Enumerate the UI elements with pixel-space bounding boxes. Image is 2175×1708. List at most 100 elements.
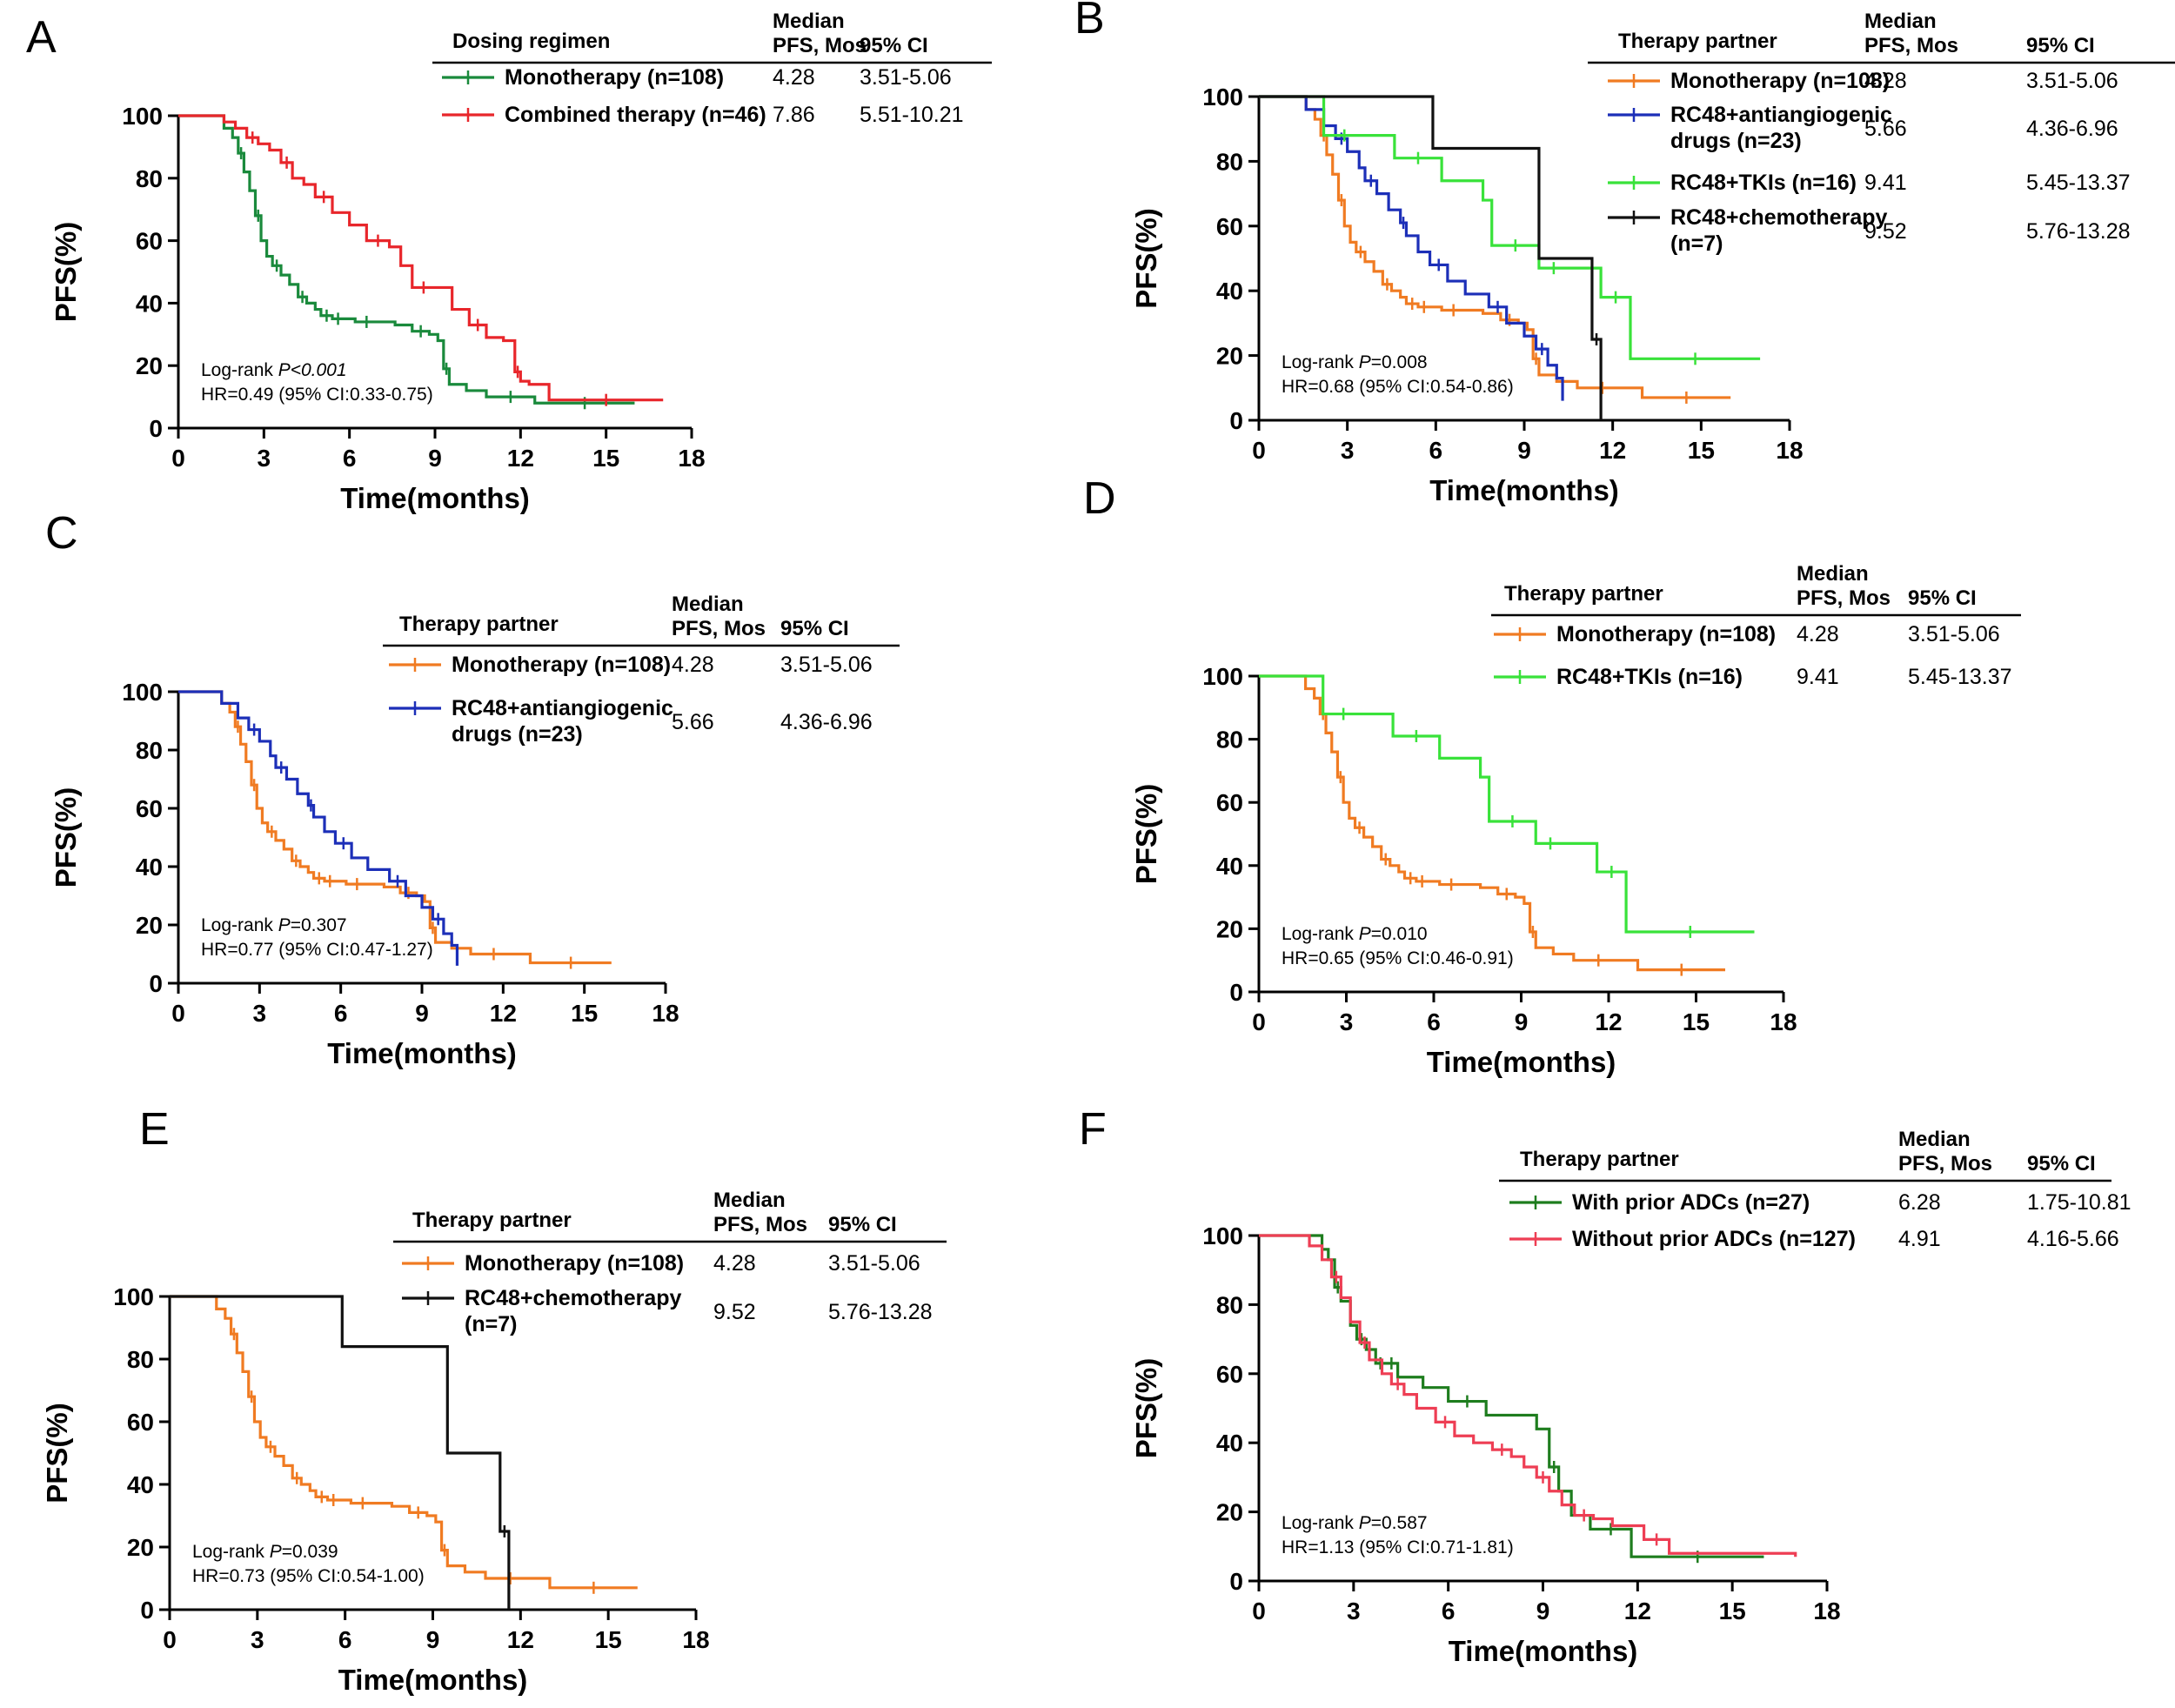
legend-col-ci: 95% CI bbox=[780, 617, 849, 640]
x-tick-label: 6 bbox=[1427, 1008, 1441, 1035]
km-curve-1 bbox=[178, 114, 635, 405]
y-tick-label: 60 bbox=[127, 1409, 154, 1436]
y-tick-label: 40 bbox=[127, 1471, 154, 1498]
y-axis-title: PFS(%) bbox=[50, 222, 82, 323]
legend-median-value: 4.28 bbox=[1797, 622, 1839, 646]
x-tick-label: 18 bbox=[1770, 1008, 1797, 1035]
x-tick-label: 15 bbox=[1719, 1597, 1746, 1624]
y-tick-label: 100 bbox=[1202, 1222, 1243, 1249]
km-curve-1 bbox=[1259, 1234, 1764, 1558]
x-tick-label: 6 bbox=[338, 1626, 352, 1653]
x-axis-title: Time(months) bbox=[1427, 1046, 1616, 1078]
legend-median-value: 7.86 bbox=[773, 103, 815, 127]
legend-median-value: 4.91 bbox=[1898, 1227, 1941, 1251]
legend-median-value: 9.52 bbox=[1864, 219, 1907, 244]
x-tick-label: 0 bbox=[1252, 1597, 1266, 1624]
y-tick-label: 100 bbox=[1202, 663, 1243, 690]
logrank-text: Log-rank P<0.001 bbox=[201, 360, 347, 380]
legend-col-ci: 95% CI bbox=[828, 1213, 897, 1236]
hr-text: HR=0.49 (95% CI:0.33-0.75) bbox=[201, 385, 433, 405]
legend-ci-value: 3.51-5.06 bbox=[828, 1251, 920, 1276]
legend-ci-value: 5.45-13.37 bbox=[2026, 171, 2131, 195]
y-axis-title: PFS(%) bbox=[1130, 784, 1162, 885]
y-tick-label: 80 bbox=[136, 737, 163, 764]
hr-text: HR=0.77 (95% CI:0.47-1.27) bbox=[201, 940, 433, 960]
panel-letter: F bbox=[1079, 1104, 1107, 1155]
panel-e: E 0 20 40 60 80 100 0 3 6 9 12 15 18 Time(months) PFS(%… bbox=[41, 1104, 947, 1696]
logrank-text: Log-rank P=0.587 bbox=[1282, 1513, 1428, 1533]
legend-median-value: 5.66 bbox=[672, 710, 714, 734]
x-tick-label: 6 bbox=[334, 1000, 348, 1027]
legend-title: Therapy partner bbox=[399, 613, 559, 636]
y-tick-label: 40 bbox=[1216, 853, 1243, 880]
y-tick-label: 20 bbox=[136, 912, 163, 939]
y-tick-label: 100 bbox=[122, 103, 163, 130]
y-tick-label: 100 bbox=[122, 679, 163, 706]
x-tick-label: 0 bbox=[1252, 1008, 1266, 1035]
logrank-text: Log-rank P=0.039 bbox=[192, 1542, 338, 1562]
panel-f: F 0 20 40 60 80 100 0 3 6 9 12 15 18 Time(months) PFS(%… bbox=[1079, 1104, 2132, 1667]
legend-median-value: 9.52 bbox=[713, 1300, 756, 1324]
panel-letter: A bbox=[26, 12, 57, 63]
y-tick-label: 20 bbox=[1216, 1499, 1243, 1526]
legend-ci-value: 1.75-10.81 bbox=[2027, 1190, 2132, 1215]
y-tick-label: 0 bbox=[149, 415, 163, 442]
legend-col-ci: 95% CI bbox=[860, 34, 928, 57]
legend-median-value: 4.28 bbox=[773, 65, 815, 90]
km-curve-4 bbox=[1259, 95, 1603, 420]
legend-median-value: 9.41 bbox=[1864, 171, 1907, 195]
legend-title: Therapy partner bbox=[1504, 582, 1663, 606]
hr-text: HR=0.73 (95% CI:0.54-1.00) bbox=[192, 1566, 425, 1586]
y-tick-label: 80 bbox=[1216, 727, 1243, 754]
x-tick-label: 15 bbox=[595, 1626, 622, 1653]
y-tick-label: 80 bbox=[127, 1346, 154, 1373]
panel-letter: C bbox=[45, 508, 78, 559]
legend-label: Without prior ADCs (n=127) bbox=[1572, 1227, 1856, 1251]
y-axis-title: PFS(%) bbox=[50, 787, 82, 888]
km-curve-2 bbox=[1259, 674, 1755, 934]
panel-letter: B bbox=[1074, 0, 1105, 44]
legend-col-median: Median bbox=[1898, 1128, 1971, 1151]
x-tick-label: 18 bbox=[1813, 1597, 1840, 1624]
legend-col-median: PFS, Mos bbox=[773, 34, 867, 57]
x-tick-label: 6 bbox=[343, 445, 357, 472]
y-tick-label: 0 bbox=[149, 970, 163, 997]
y-tick-label: 20 bbox=[127, 1534, 154, 1561]
legend-title: Therapy partner bbox=[1618, 30, 1777, 53]
logrank-text: Log-rank P=0.010 bbox=[1282, 924, 1428, 944]
panel-c: C 0 20 40 60 80 100 0 3 6 9 12 15 18 Time(months) PFS(%… bbox=[45, 508, 900, 1069]
x-tick-label: 3 bbox=[1341, 437, 1355, 464]
legend-title: Therapy partner bbox=[1520, 1148, 1679, 1171]
legend-label: With prior ADCs (n=27) bbox=[1572, 1190, 1810, 1215]
legend-ci-value: 4.36-6.96 bbox=[780, 710, 873, 734]
y-tick-label: 80 bbox=[1216, 1291, 1243, 1318]
legend-label: Monotherapy (n=108) bbox=[452, 653, 671, 677]
x-tick-label: 3 bbox=[253, 1000, 267, 1027]
legend-col-median: Median bbox=[1864, 10, 1937, 33]
x-tick-label: 12 bbox=[1595, 1008, 1622, 1035]
x-tick-label: 0 bbox=[171, 445, 185, 472]
x-tick-label: 3 bbox=[251, 1626, 264, 1653]
y-tick-label: 20 bbox=[1216, 915, 1243, 942]
legend-col-ci: 95% CI bbox=[2027, 1152, 2096, 1176]
y-axis-title: PFS(%) bbox=[1130, 1358, 1162, 1459]
legend-label: Monotherapy (n=108) bbox=[1556, 622, 1776, 646]
legend-median-value: 4.28 bbox=[672, 653, 714, 677]
x-tick-label: 6 bbox=[1442, 1597, 1456, 1624]
x-tick-label: 18 bbox=[678, 445, 705, 472]
panel-b: B 0 20 40 60 80 100 0 3 6 9 12 15 18 Time(months) PFS(%… bbox=[1074, 0, 2175, 506]
legend-col-median: Median bbox=[713, 1189, 786, 1212]
legend-ci-value: 3.51-5.06 bbox=[780, 653, 873, 677]
y-tick-label: 80 bbox=[1216, 148, 1243, 175]
y-tick-label: 0 bbox=[1229, 1568, 1243, 1595]
x-tick-label: 9 bbox=[1515, 1008, 1529, 1035]
legend-label: RC48+antiangiogenic drugs (n=23) bbox=[1670, 103, 1892, 153]
x-tick-label: 15 bbox=[592, 445, 619, 472]
hr-text: HR=1.13 (95% CI:0.71-1.81) bbox=[1282, 1537, 1514, 1557]
legend-title: Dosing regimen bbox=[452, 30, 610, 53]
hr-text: HR=0.65 (95% CI:0.46-0.91) bbox=[1282, 948, 1514, 968]
legend-col-median: Median bbox=[672, 593, 744, 616]
